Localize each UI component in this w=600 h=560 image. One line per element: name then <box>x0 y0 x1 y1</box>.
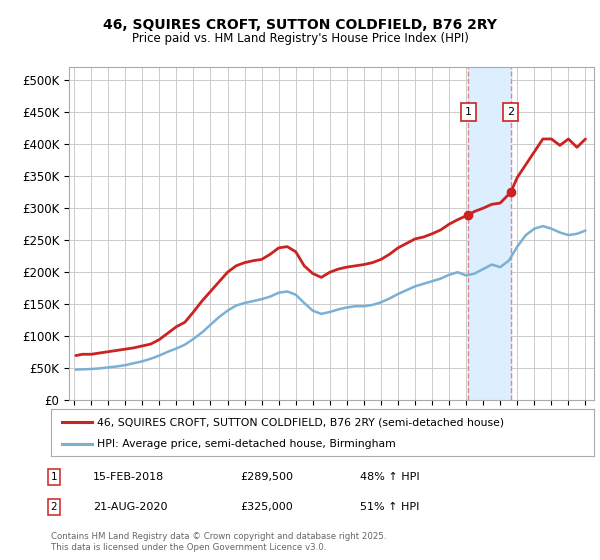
Text: 21-AUG-2020: 21-AUG-2020 <box>93 502 167 512</box>
Text: Contains HM Land Registry data © Crown copyright and database right 2025.
This d: Contains HM Land Registry data © Crown c… <box>51 533 386 552</box>
Text: 1: 1 <box>50 472 58 482</box>
Text: 15-FEB-2018: 15-FEB-2018 <box>93 472 164 482</box>
Text: 48% ↑ HPI: 48% ↑ HPI <box>360 472 419 482</box>
Text: 51% ↑ HPI: 51% ↑ HPI <box>360 502 419 512</box>
Bar <box>468 67 511 400</box>
Text: HPI: Average price, semi-detached house, Birmingham: HPI: Average price, semi-detached house,… <box>97 438 396 449</box>
Text: Price paid vs. HM Land Registry's House Price Index (HPI): Price paid vs. HM Land Registry's House … <box>131 32 469 45</box>
Text: 2: 2 <box>507 107 514 117</box>
Text: 2: 2 <box>50 502 58 512</box>
Text: 46, SQUIRES CROFT, SUTTON COLDFIELD, B76 2RY: 46, SQUIRES CROFT, SUTTON COLDFIELD, B76… <box>103 18 497 32</box>
Text: 1: 1 <box>465 107 472 117</box>
Text: £289,500: £289,500 <box>240 472 293 482</box>
Text: £325,000: £325,000 <box>240 502 293 512</box>
Text: 46, SQUIRES CROFT, SUTTON COLDFIELD, B76 2RY (semi-detached house): 46, SQUIRES CROFT, SUTTON COLDFIELD, B76… <box>97 417 504 427</box>
